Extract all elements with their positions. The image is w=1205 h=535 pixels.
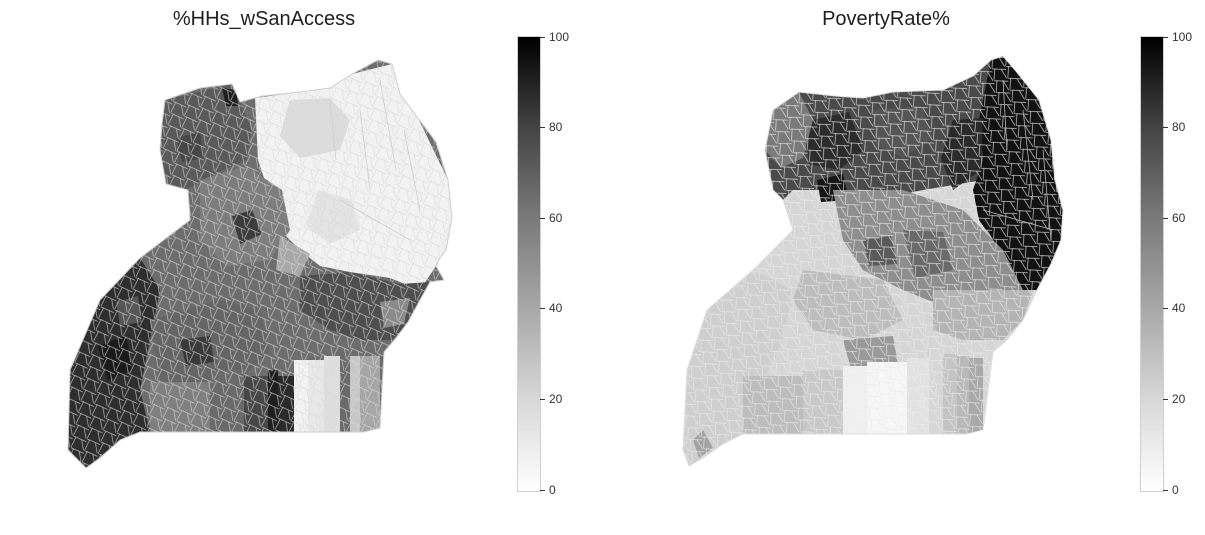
colorbar: 100 80 60 40 20 0 [517,31,569,496]
colorbar-tick [540,308,545,309]
right-map-panel: PovertyRate% [603,0,1205,535]
colorbar-tick-label: 20 [1172,392,1186,406]
colorbar-tick-label: 40 [1172,301,1186,315]
colorbar-tick-label: 0 [549,483,556,497]
left-map-panel: %HHs_wSanAccess [0,0,602,535]
colorbar-tick [540,127,545,128]
colorbar-tick-label: 20 [549,392,563,406]
colorbar-tick [540,218,545,219]
colorbar-tick-label: 0 [1172,483,1179,497]
sanitation-choropleth-map [67,59,453,469]
colorbar-tick [540,399,545,400]
colorbar-tick [1163,308,1168,309]
colorbar-tick [1163,490,1168,491]
colorbar-tick [1163,218,1168,219]
colorbar: 100 80 60 40 20 0 [1140,31,1192,496]
map-title: PovertyRate% [822,8,950,30]
colorbar-tick-label: 100 [549,30,570,44]
colorbar-tick-label: 40 [549,301,563,315]
colorbar-tick [1163,127,1168,128]
poverty-choropleth-map [682,55,1064,467]
colorbar-tick [540,490,545,491]
colorbar-tick [1163,37,1168,38]
colorbar-tick [540,37,545,38]
colorbar-tick-label: 80 [1172,120,1186,134]
colorbar-tick [1163,399,1168,400]
map-title: %HHs_wSanAccess [172,8,356,30]
colorbar-tick-label: 80 [549,120,563,134]
colorbar-tick-label: 100 [1172,30,1193,44]
colorbar-tick-label: 60 [549,211,563,225]
colorbar-tick-label: 60 [1172,211,1186,225]
